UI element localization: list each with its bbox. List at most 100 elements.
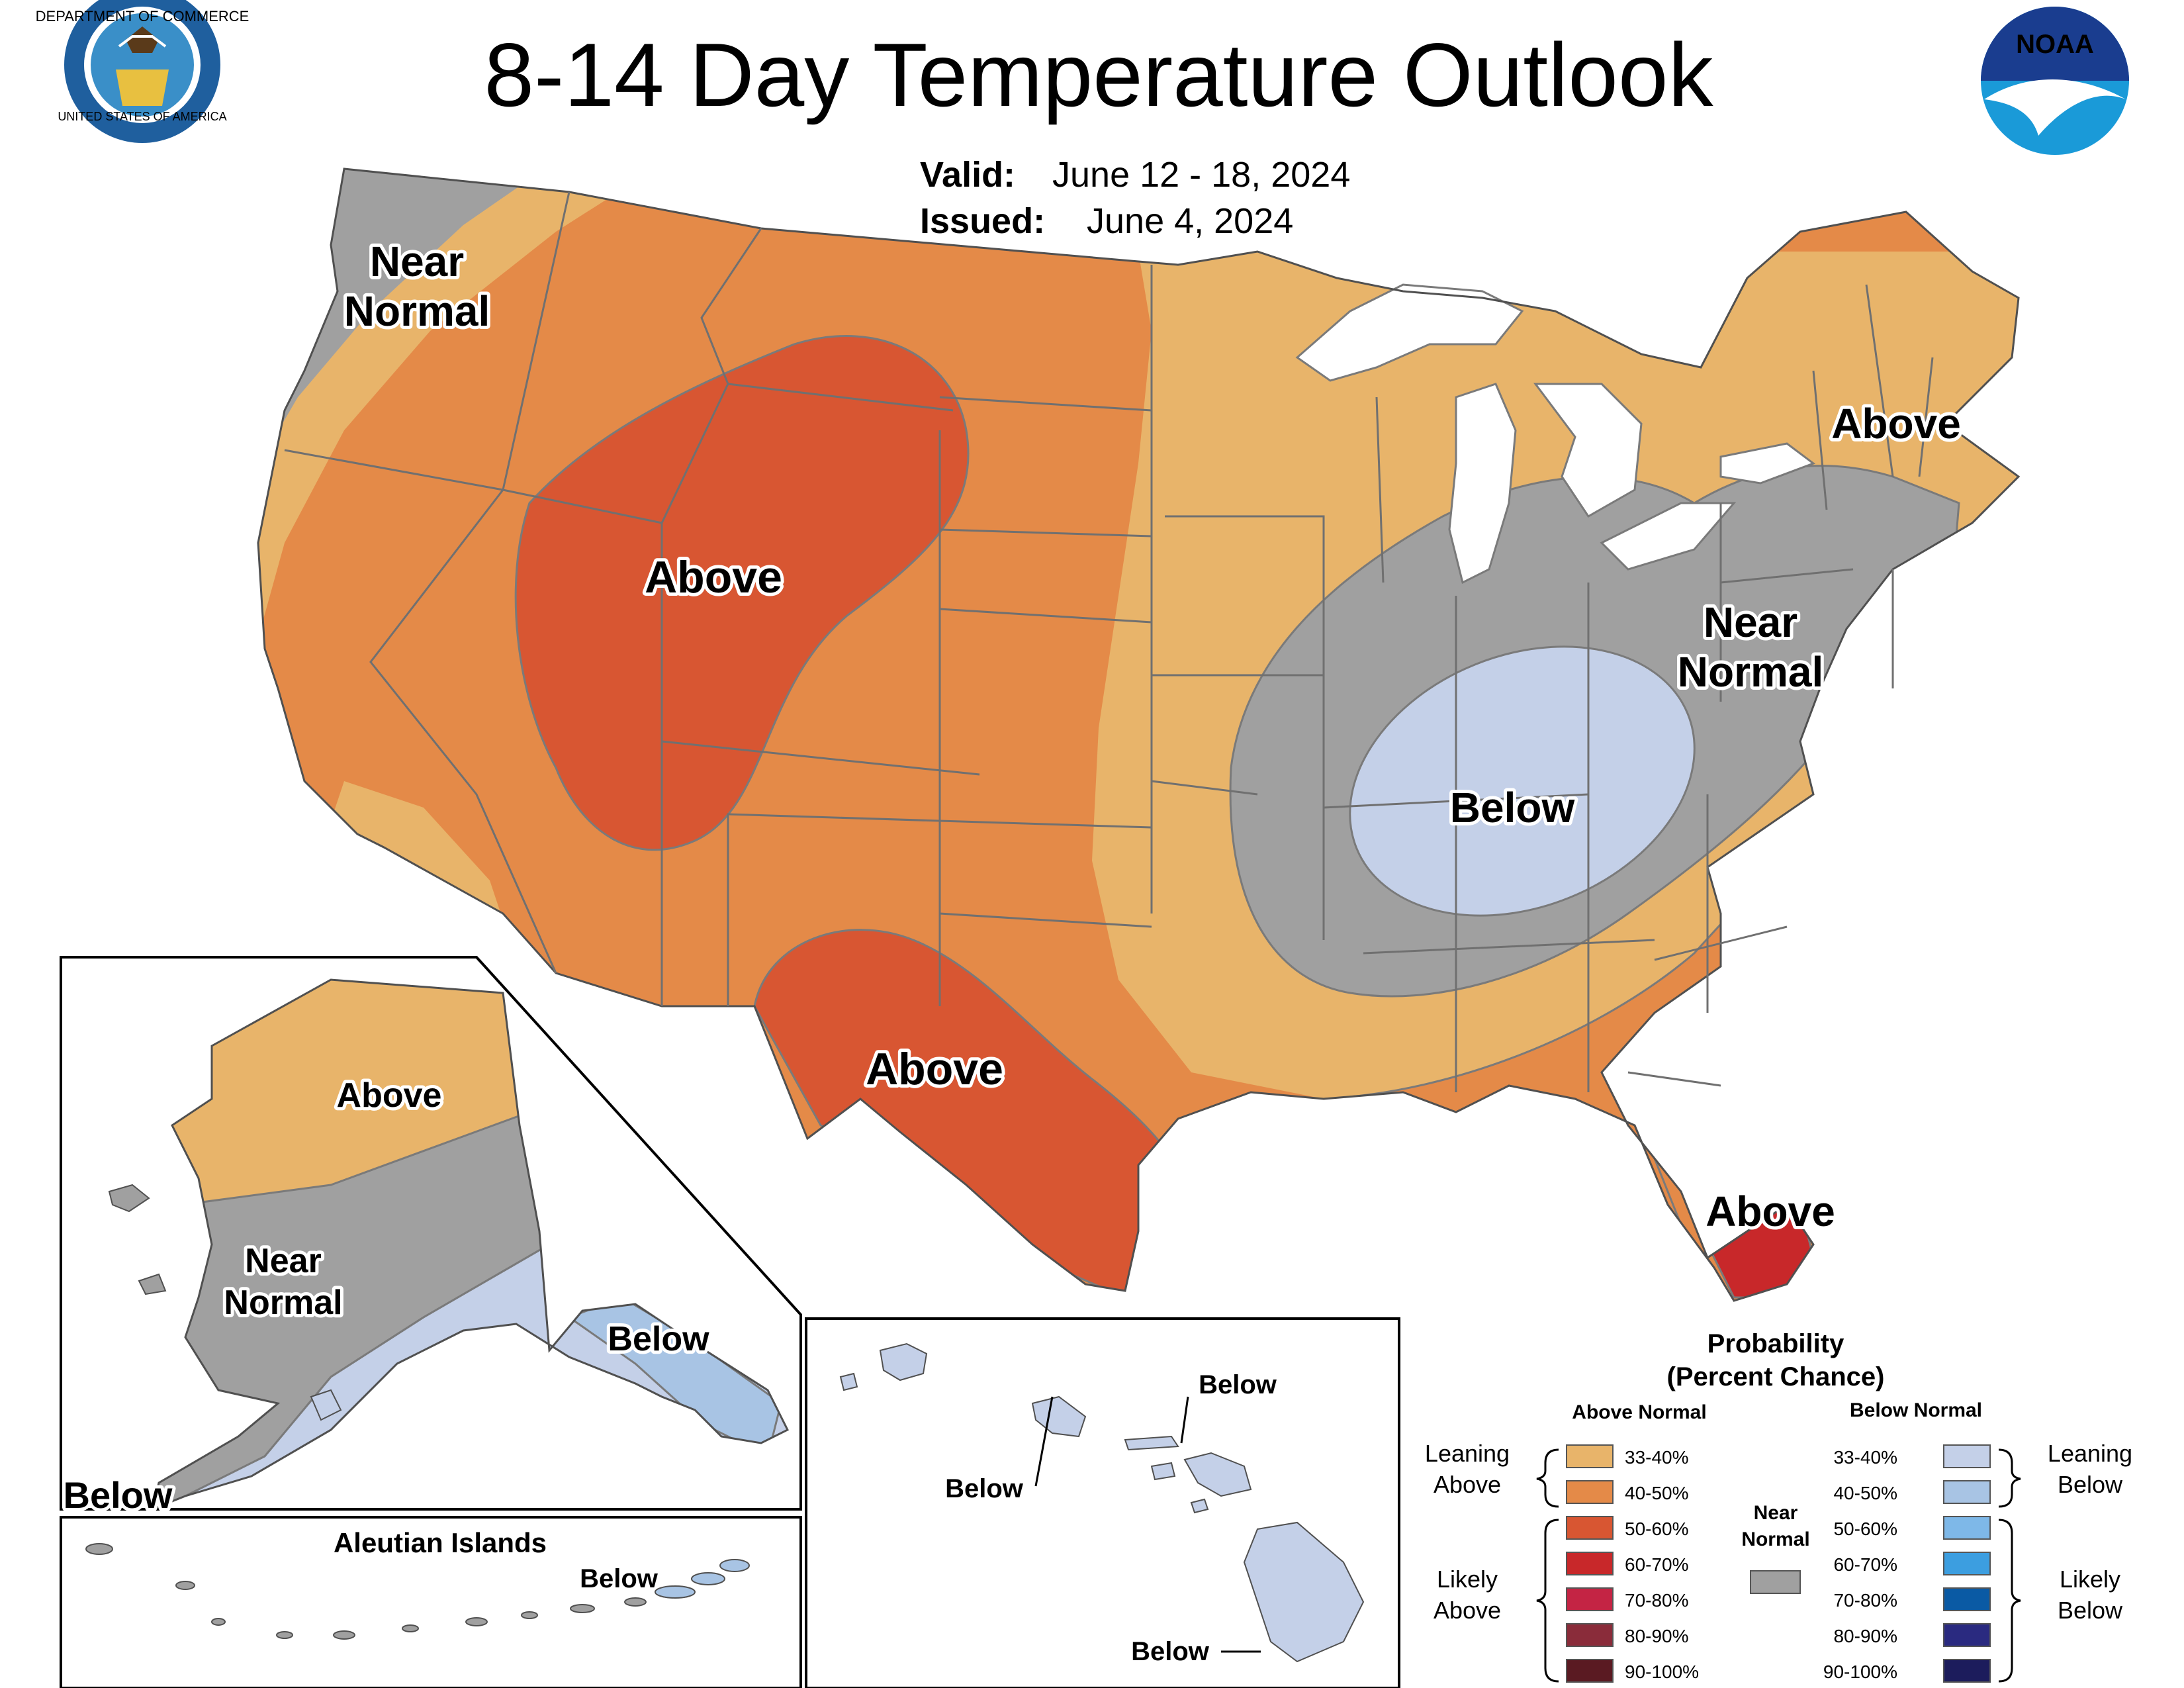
st-lawrence-island	[108, 1184, 150, 1213]
legend-swatch-above-50-60	[1566, 1516, 1614, 1540]
hawaii-maui-below-label: Below	[1199, 1370, 1277, 1399]
conus-northeast-above-label: Above	[1831, 400, 1961, 447]
legend-leaning-above-line1: Leaning	[1425, 1440, 1510, 1467]
legend-swatch-below-40-50	[1943, 1480, 1991, 1504]
legend-braces	[1536, 1448, 2021, 1683]
legend-swatch-below-60-70	[1943, 1552, 1991, 1575]
state-boundaries	[257, 167, 2021, 1302]
alaska-near-normal-label-line2: Normal	[224, 1284, 342, 1322]
alaska-above-label: Above	[337, 1076, 442, 1115]
aleutian-title: Aleutian Islands	[334, 1527, 547, 1558]
big-island	[1243, 1521, 1365, 1663]
legend-below-range-3: 50-60%	[1833, 1519, 1897, 1539]
hawaii-oahu-below-label: Below	[945, 1474, 1024, 1503]
hawaii-leader-lines	[1034, 1396, 1261, 1653]
conus-ohio-valley-leaning-below-zone	[1349, 645, 1696, 917]
doc-seal-ring-text-bottom: UNITED STATES OF AMERICA	[58, 110, 226, 123]
legend-above-range-1: 33-40%	[1625, 1447, 1689, 1468]
hawaii-big-island-below-label: Below	[1131, 1637, 1210, 1666]
legend-below-range-5: 70-80%	[1833, 1590, 1897, 1611]
valid-label: Valid:	[920, 155, 1015, 195]
legend-leaning-below-line1: Leaning	[2048, 1440, 2132, 1467]
legend-below-range-2: 40-50%	[1833, 1483, 1897, 1503]
aleutian-below-label: Below	[580, 1564, 659, 1593]
alaska-near-normal-label-line1: Near	[245, 1242, 322, 1280]
noaa-logo-text: NOAA	[2016, 30, 2094, 59]
lake-huron	[1533, 383, 1643, 518]
alaska-southwest-below-label: Below	[64, 1474, 173, 1516]
lanai-island	[1150, 1462, 1176, 1481]
kauai-island	[879, 1342, 928, 1382]
legend-above-header: Above Normal	[1572, 1401, 1706, 1423]
legend-likely-above-line1: Likely	[1437, 1566, 1498, 1593]
doc-seal-ring-text: DEPARTMENT OF COMMERCE	[36, 8, 250, 24]
legend-swatch-above-90-100	[1566, 1659, 1614, 1683]
legend-title-line1: Probability	[1707, 1329, 1844, 1358]
conus-nw-near-normal-label-line2: Normal	[344, 287, 490, 335]
valid-dates: June 12 - 18, 2024	[1052, 155, 1350, 195]
doc-seal-logo	[64, 0, 220, 143]
page-title: 8-14 Day Temperature Outlook	[484, 24, 1713, 125]
alaska-outline	[150, 978, 790, 1511]
alaska-inset	[60, 956, 802, 1688]
legend-swatch-near-normal	[1750, 1570, 1801, 1594]
legend-above-range-2: 40-50%	[1625, 1483, 1689, 1503]
legend-leaning-below-line2: Below	[2058, 1471, 2123, 1498]
aleutian-islands	[85, 1543, 647, 1640]
legend-near-normal-line1: Near	[1754, 1502, 1798, 1524]
legend-below-range-7: 90-100%	[1823, 1662, 1897, 1682]
legend-above-range-5: 70-80%	[1625, 1590, 1689, 1611]
conus-ohio-valley-below-label: Below	[1450, 784, 1575, 831]
legend-above-range-7: 90-100%	[1625, 1662, 1699, 1682]
issued-date: June 4, 2024	[1087, 201, 1293, 241]
conus-east-near-normal-label-line1: Near	[1704, 598, 1797, 646]
great-lakes	[1295, 283, 1816, 585]
lake-superior	[1295, 283, 1524, 382]
legend-swatch-below-90-100	[1943, 1659, 1991, 1683]
legend-below-header: Below Normal	[1850, 1399, 1982, 1421]
conus-texas-above-label: Above	[866, 1044, 1003, 1094]
legend-swatch-above-33-40	[1566, 1444, 1614, 1468]
conus-florida-above-label: Above	[1706, 1188, 1835, 1235]
probability-legend: Probability (Percent Chance) Above Norma…	[1425, 1329, 2132, 1683]
legend-swatch-below-80-90	[1943, 1623, 1991, 1647]
legend-swatch-above-60-70	[1566, 1552, 1614, 1575]
aleutian-below-islands	[655, 1559, 750, 1599]
conus-nw-near-normal-label-line1: Near	[370, 238, 464, 285]
legend-below-range-6: 80-90%	[1833, 1626, 1897, 1646]
nunivak-island	[138, 1273, 167, 1295]
conus-east-near-normal-label-line2: Normal	[1678, 648, 1824, 696]
alaska-southeast-below-label: Below	[608, 1320, 709, 1358]
oahu-island	[1031, 1395, 1087, 1438]
legend-near-normal-line2: Normal	[1741, 1528, 1809, 1550]
legend-likely-below-line1: Likely	[2060, 1566, 2120, 1593]
alaska-inset-frame	[60, 956, 802, 1511]
legend-above-range-6: 80-90%	[1625, 1626, 1689, 1646]
conus-rockies-above-label: Above	[645, 552, 782, 602]
legend-swatch-below-70-80	[1943, 1587, 1991, 1611]
aleutian-inset-frame	[60, 1516, 802, 1688]
legend-below-range-1: 33-40%	[1833, 1447, 1897, 1468]
conus-rockies-likely-above-zone	[514, 335, 970, 851]
hawaii-inset	[805, 1317, 1400, 1688]
maui-island	[1183, 1452, 1252, 1497]
legend-above-range-4: 60-70%	[1625, 1554, 1689, 1575]
legend-swatch-above-70-80	[1566, 1587, 1614, 1611]
legend-below-range-4: 60-70%	[1833, 1554, 1897, 1575]
legend-leaning-above-line2: Above	[1433, 1471, 1501, 1498]
lake-ontario	[1719, 442, 1816, 485]
niihau-island	[839, 1372, 858, 1391]
legend-likely-below-line2: Below	[2058, 1597, 2123, 1624]
kahoolawe-island	[1190, 1498, 1209, 1514]
legend-above-range-3: 50-60%	[1625, 1519, 1689, 1539]
legend-likely-above-line2: Above	[1433, 1597, 1501, 1624]
legend-swatch-below-50-60	[1943, 1516, 1991, 1540]
issued-label: Issued:	[920, 201, 1045, 241]
noaa-logo	[1981, 7, 2129, 155]
legend-swatch-above-40-50	[1566, 1480, 1614, 1504]
legend-title-line2: (Percent Chance)	[1667, 1362, 1885, 1391]
hawaii-inset-frame	[805, 1317, 1400, 1688]
kodiak-island	[310, 1389, 342, 1421]
legend-swatch-below-33-40	[1943, 1444, 1991, 1468]
lake-michigan	[1448, 383, 1517, 585]
